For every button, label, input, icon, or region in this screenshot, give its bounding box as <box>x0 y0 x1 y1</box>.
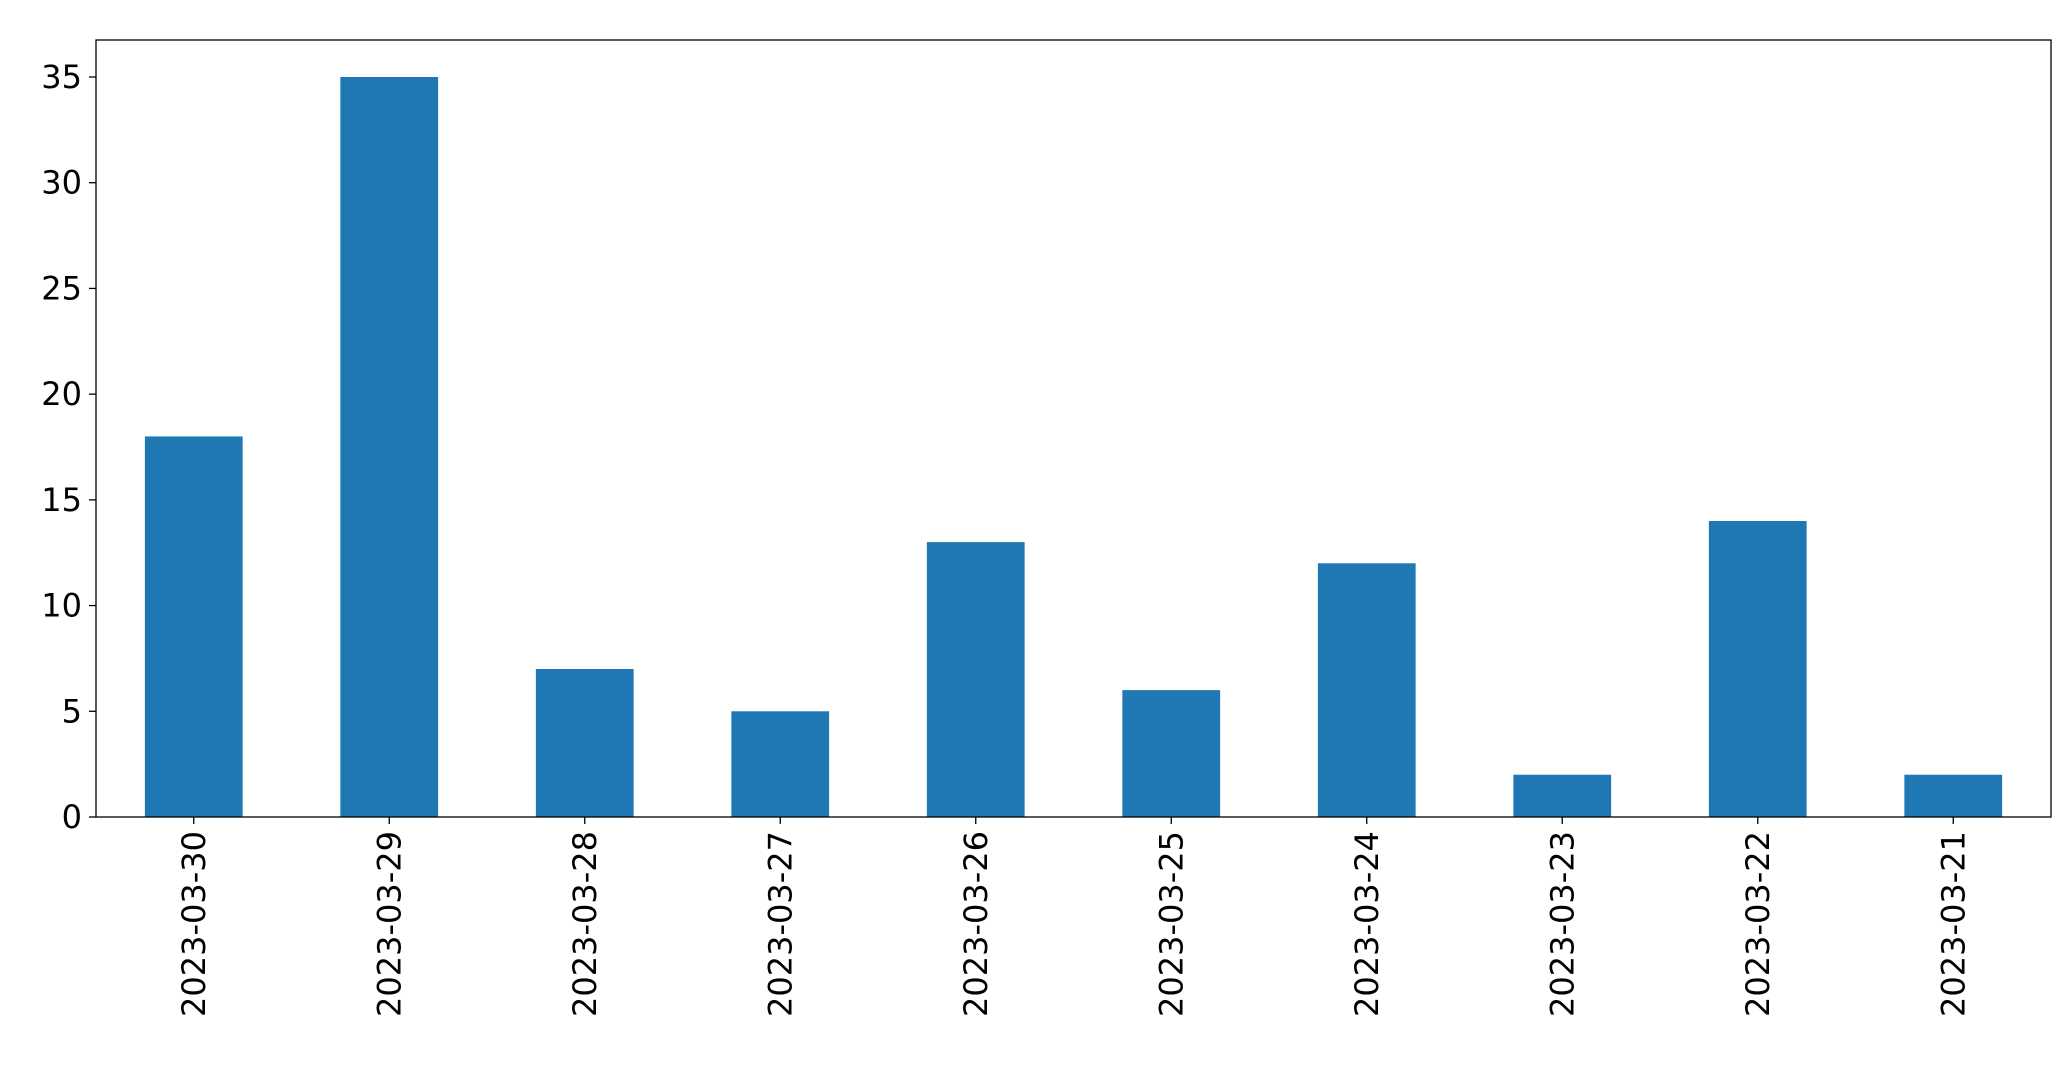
y-tick-label: 15 <box>41 481 82 519</box>
bar <box>731 711 830 817</box>
x-tick-label: 2023-03-25 <box>1152 831 1190 1017</box>
bar <box>1513 774 1612 817</box>
x-tick-label: 2023-03-30 <box>175 831 213 1017</box>
bar <box>1122 690 1221 817</box>
y-tick-label: 20 <box>41 375 82 413</box>
x-tick-label: 2023-03-26 <box>957 831 995 1017</box>
y-tick-label: 10 <box>41 587 82 625</box>
x-tick-label: 2023-03-21 <box>1934 831 1972 1017</box>
bar <box>1317 563 1416 817</box>
y-tick-label: 25 <box>41 269 82 307</box>
bar <box>535 669 634 817</box>
bar <box>1708 521 1807 817</box>
y-tick-label: 30 <box>41 164 82 202</box>
x-tick-label: 2023-03-22 <box>1739 831 1777 1017</box>
axes-frame <box>95 39 2052 818</box>
plot-area: 0 5 10 15 20 25 30 35 2023-03-30 2023-03-29 2023-0… <box>41 58 2003 1017</box>
x-tick-label: 2023-03-29 <box>370 831 408 1017</box>
x-tick-label: 2023-03-23 <box>1543 831 1581 1017</box>
x-tick-label: 2023-03-27 <box>761 831 799 1017</box>
bar <box>340 77 439 817</box>
x-tick-label: 2023-03-24 <box>1348 831 1386 1017</box>
y-tick-label: 0 <box>62 798 82 836</box>
bar <box>144 436 243 817</box>
x-tick-label: 2023-03-28 <box>566 831 604 1017</box>
y-tick-label: 35 <box>41 58 82 96</box>
y-tick-label: 5 <box>62 692 82 730</box>
bar <box>1904 774 2003 817</box>
bar <box>926 542 1025 817</box>
